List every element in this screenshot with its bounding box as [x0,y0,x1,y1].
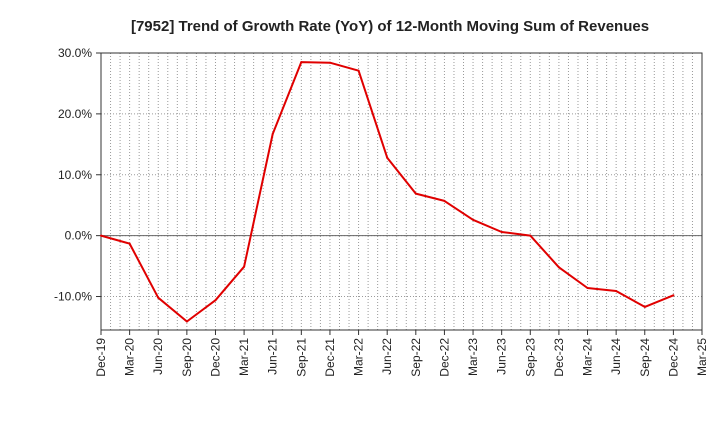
series-layer [100,61,675,323]
x-tick-label: Dec-19 [94,338,108,377]
x-tick-label: Dec-21 [323,338,337,377]
x-tick-labels: Dec-19 Mar-20 Jun-20 Sep-20 Dec-20 Mar-21 Jun-… [94,338,709,377]
data-point [500,231,503,233]
x-tick-label: Jun-20 [151,338,165,375]
y-tick-labels: 30.0% 20.0% 10.0% 0.0% -10.0% [54,46,92,304]
data-point [357,69,360,72]
data-point [185,320,188,323]
data-point [586,287,589,289]
data-point [529,234,532,237]
x-tick-label: Sep-24 [638,338,652,377]
x-tick-label: Jun-24 [609,338,623,375]
x-tick-label: Mar-21 [237,338,251,376]
data-point [300,61,303,64]
data-point [157,296,160,299]
plot-frame [100,52,703,331]
x-tick-label: Mar-23 [466,338,480,376]
y-tick-label: 10.0% [58,168,92,182]
data-point [100,234,102,237]
data-point [557,266,560,269]
x-tick-label: Dec-23 [552,338,566,377]
x-tick-label: Mar-25 [695,338,709,376]
data-point [472,218,474,221]
data-point [243,265,246,268]
y-tick-label: 20.0% [58,107,92,121]
x-tick-label: Dec-20 [208,338,222,377]
x-tick-label: Jun-22 [380,338,394,375]
x-tick-label: Sep-23 [523,338,537,377]
data-point [386,156,389,159]
data-point [414,192,417,195]
x-tick-label: Mar-22 [352,338,366,376]
data-point [643,305,646,308]
data-point [615,290,618,292]
data-point [271,133,274,135]
y-tick-label: 0.0% [65,229,93,243]
axes [96,52,703,335]
x-tick-label: Jun-23 [495,338,509,375]
x-tick-label: Mar-24 [581,338,595,376]
x-tick-label: Jun-21 [266,338,280,375]
chart-title: [7952] Trend of Growth Rate (YoY) of 12-… [131,18,649,35]
x-tick-label: Sep-21 [294,338,308,377]
grid [101,52,702,330]
data-point [214,299,217,302]
x-tick-label: Dec-24 [666,338,680,377]
x-tick-label: Sep-22 [409,338,423,377]
x-tick-label: Mar-20 [123,338,137,376]
x-tick-label: Sep-20 [180,338,194,377]
y-tick-label: 30.0% [58,46,92,60]
y-tick-label: -10.0% [54,290,92,304]
data-point [128,242,131,245]
data-point [443,199,446,202]
data-point [329,61,331,64]
x-tick-label: Dec-22 [437,338,451,377]
data-point [672,294,675,297]
